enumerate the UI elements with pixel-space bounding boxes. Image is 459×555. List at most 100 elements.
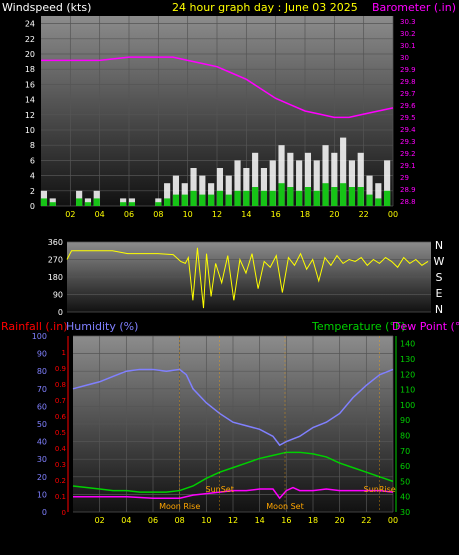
wind-average-bar [384, 190, 391, 206]
humidity-x-tick-label: 20 [335, 516, 345, 525]
wind-average-bar [164, 198, 171, 206]
wind-x-ticks: 02 04 06 08 10 12 14 16 18 20 22 00 [65, 210, 398, 219]
wind-gust-bar [225, 175, 232, 206]
wind-average-bar [357, 187, 364, 206]
barometer-axis-title: Barometer (.in) [372, 1, 456, 14]
wind-gust-bar [348, 160, 356, 206]
rainfall-tick-label: 0.7 [55, 397, 66, 405]
humidity-tick-label: 90 [37, 350, 47, 359]
wind-gust-bar [313, 160, 320, 206]
temperature-line [72, 451, 394, 493]
wind-x-tick-label: 00 [388, 210, 398, 219]
direction-tick-label: 180 [48, 273, 63, 282]
astronomical-events: Moon Rise SunSet Moon Set SunRise [159, 336, 396, 512]
rainfall-tick-label: 0.6 [55, 413, 67, 421]
humidity-x-tick-label: 00 [388, 516, 398, 525]
wind-average-bars [40, 183, 391, 206]
humidity-x-tick-label: 12 [228, 516, 238, 525]
windspeed-tick-label: 6 [30, 156, 35, 165]
direction-tick-label: 90 [53, 291, 63, 300]
direction-tick-label: 270 [48, 256, 63, 265]
rainfall-tick-label: 0.2 [55, 477, 66, 485]
wind-gust-bar [331, 152, 338, 206]
humidity-tick-label: 30 [37, 455, 47, 464]
humidity-tick-label: 70 [37, 385, 47, 394]
temperature-tick-label: 120 [400, 370, 415, 379]
event-label: SunSet [205, 485, 233, 494]
wind-gust-bar [366, 175, 373, 206]
wind-average-bar [225, 194, 232, 206]
windspeed-tick-label: 18 [25, 65, 35, 74]
barometer-tick-label: 30.2 [400, 30, 416, 38]
barometer-tick-label: 29 [400, 174, 409, 182]
barometer-tick-label: 30.3 [400, 18, 416, 26]
wind-average-bar [172, 194, 180, 206]
wind-average-bar [93, 198, 100, 206]
wind-average-bar [366, 194, 373, 206]
humidity-x-tick-label: 22 [361, 516, 371, 525]
humidity-x-tick-label: 04 [121, 516, 131, 525]
rainfall-tick-label: 0.4 [55, 445, 67, 453]
wind-gust-bar [269, 160, 276, 206]
event-label: Moon Set [266, 502, 303, 511]
wind-x-tick-label: 22 [359, 210, 369, 219]
compass-label: W [434, 255, 445, 268]
wind-gust-bar [278, 145, 285, 206]
humidity-x-tick-label: 06 [148, 516, 158, 525]
wind-x-tick-label: 20 [329, 210, 339, 219]
wind-x-tick-label: 10 [183, 210, 193, 219]
barometer-tick-label: 30 [400, 54, 409, 62]
wind-average-bar [155, 202, 162, 206]
windspeed-tick-label: 4 [30, 172, 35, 181]
temperature-tick-label: 40 [400, 493, 410, 502]
wind-gust-bar [322, 145, 329, 206]
humidity-axis-title: Humidity (%) [66, 320, 138, 333]
wind-x-tick-label: 16 [271, 210, 281, 219]
windspeed-axis-title: Windspeed (kts) [2, 1, 91, 14]
barometer-tick-label: 29.2 [400, 150, 416, 158]
windspeed-tick-label: 20 [25, 50, 35, 59]
rainfall-tick-label: 0.5 [55, 429, 66, 437]
wind-gust-bar [252, 152, 259, 206]
wind-x-tick-label: 18 [300, 210, 310, 219]
temperature-tick-label: 140 [400, 340, 415, 349]
temperature-tick-label: 100 [400, 401, 415, 410]
wind-x-tick-label: 14 [241, 210, 251, 219]
wind-gust-bar [216, 168, 224, 206]
event-label: SunRise [364, 485, 396, 494]
wind-average-bar [76, 198, 83, 206]
humidity-x-ticks: 02 04 06 08 10 12 14 16 18 20 22 00 [95, 516, 399, 525]
humidity-panel-grid [73, 335, 394, 513]
temperature-tick-label: 110 [400, 386, 415, 395]
barometer-tick-label: 29.1 [400, 162, 416, 170]
wind-gust-bar [243, 168, 250, 206]
wind-gust-bar [287, 152, 294, 206]
wind-average-bar [375, 198, 382, 206]
humidity-tick-label: 60 [37, 402, 47, 411]
windspeed-tick-label: 24 [25, 20, 35, 29]
humidity-tick-label: 20 [37, 473, 47, 482]
humidity-line [72, 368, 394, 447]
humidity-tick-label: 0 [42, 508, 47, 517]
compass-label: E [436, 287, 443, 300]
barometer-tick-label: 29.9 [400, 66, 416, 74]
barometer-tick-label: 29.8 [400, 78, 416, 86]
wind-average-bar [40, 198, 48, 206]
barometer-tick-label: 29.6 [400, 102, 416, 110]
compass-label: N [435, 239, 443, 252]
windspeed-tick-label: 14 [25, 96, 35, 105]
wind-gust-bar [164, 183, 171, 206]
compass-label: S [436, 271, 443, 284]
barometer-tick-label: 29.5 [400, 114, 416, 122]
wind-average-bar [252, 187, 259, 206]
dewpoint-axis-title: Dew Point (°F) [392, 320, 459, 333]
wind-gust-bar [234, 160, 241, 206]
barometer-tick-label: 29.7 [400, 90, 416, 98]
wind-x-tick-label: 12 [212, 210, 222, 219]
humidity-y-ticks: 0 10 20 30 40 50 60 70 80 90 100 [32, 332, 47, 517]
wind-x-tick-label: 08 [153, 210, 163, 219]
humidity-tick-label: 50 [37, 420, 47, 429]
windspeed-tick-label: 16 [25, 80, 35, 89]
wind-average-bar [181, 194, 188, 206]
